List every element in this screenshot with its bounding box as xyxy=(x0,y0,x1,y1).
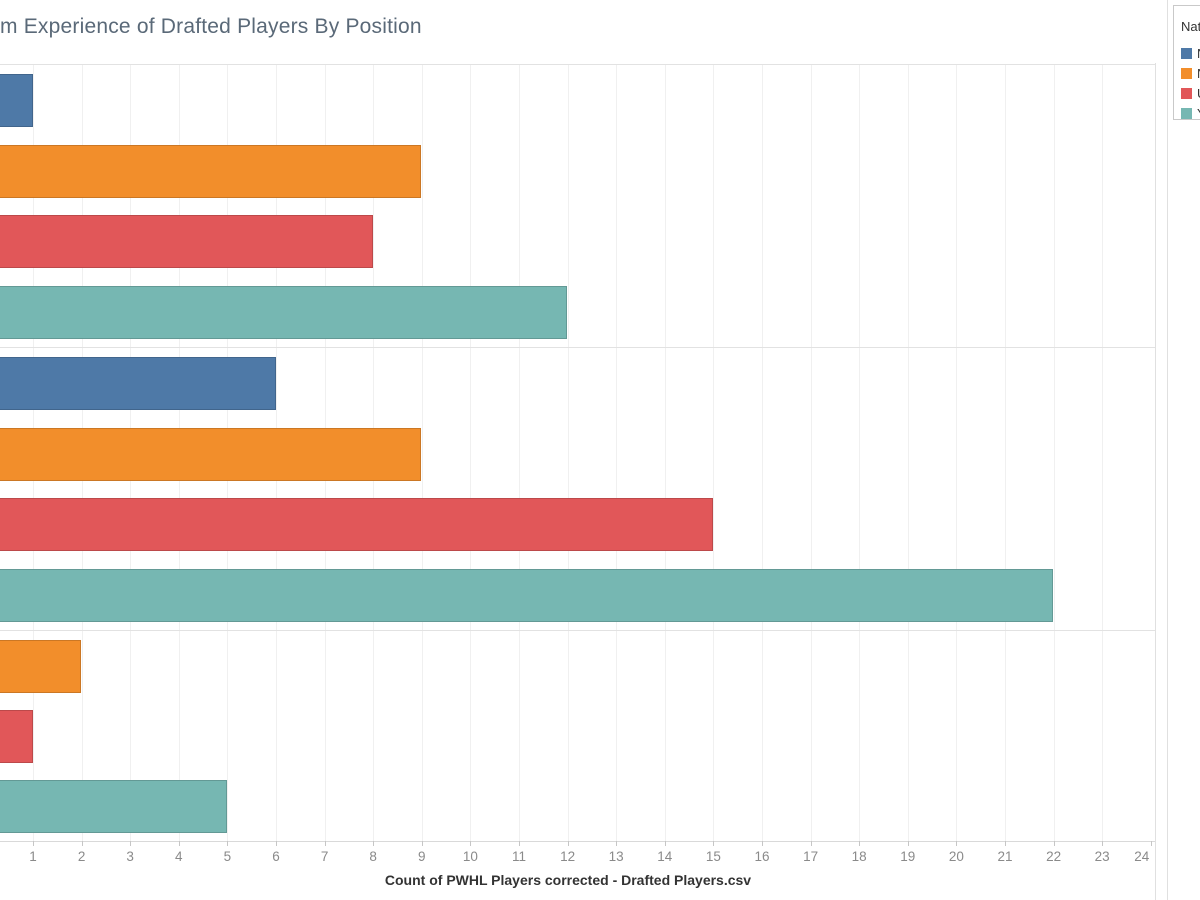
bar[interactable] xyxy=(0,145,421,198)
x-axis-tick xyxy=(422,841,423,846)
x-axis-tick xyxy=(130,841,131,846)
plot-right-border xyxy=(1155,63,1156,900)
x-axis-tick xyxy=(616,841,617,846)
chart-pane xyxy=(0,348,1155,631)
x-axis-tick-label: 4 xyxy=(175,849,183,864)
bar[interactable] xyxy=(0,428,421,481)
legend-panel-divider xyxy=(1167,0,1168,900)
x-axis-tick xyxy=(33,841,34,846)
legend-color-swatch-icon xyxy=(1181,68,1192,79)
bar[interactable] xyxy=(0,569,1053,622)
x-axis-tick xyxy=(1102,841,1103,846)
x-axis-title: Count of PWHL Players corrected - Drafte… xyxy=(385,872,751,888)
x-axis-tick xyxy=(519,841,520,846)
x-axis-tick-label: 5 xyxy=(224,849,232,864)
x-axis-tick-label: 23 xyxy=(1095,849,1110,864)
legend-item[interactable]: U xyxy=(1181,83,1200,103)
x-axis-tick xyxy=(1005,841,1006,846)
x-axis-tick xyxy=(713,841,714,846)
legend-item[interactable]: Y xyxy=(1181,103,1200,120)
x-axis-tick xyxy=(179,841,180,846)
legend-item-list: NNUY xyxy=(1181,43,1200,120)
x-axis-tick xyxy=(227,841,228,846)
x-axis-tick xyxy=(811,841,812,846)
x-axis-tick-label: 24 xyxy=(1134,849,1149,864)
legend-color-swatch-icon xyxy=(1181,108,1192,119)
x-axis-line xyxy=(0,841,1155,842)
x-axis-tick-label: 18 xyxy=(852,849,867,864)
tableau-worksheet: m Experience of Drafted Players By Posit… xyxy=(0,0,1200,900)
x-axis-tick-label: 8 xyxy=(369,849,377,864)
legend-color-swatch-icon xyxy=(1181,88,1192,99)
x-axis-tick-label: 6 xyxy=(272,849,280,864)
x-axis-tick xyxy=(908,841,909,846)
x-axis-tick xyxy=(82,841,83,846)
bar[interactable] xyxy=(0,710,33,763)
x-axis-tick xyxy=(373,841,374,846)
x-axis-tick xyxy=(956,841,957,846)
bar[interactable] xyxy=(0,780,227,833)
x-axis-tick-label: 20 xyxy=(949,849,964,864)
x-axis-tick-label: 1 xyxy=(29,849,37,864)
legend-title: Nat xyxy=(1181,19,1200,34)
x-axis-tick xyxy=(665,841,666,846)
x-axis-tick xyxy=(276,841,277,846)
chart-title: m Experience of Drafted Players By Posit… xyxy=(0,15,422,39)
bar[interactable] xyxy=(0,215,373,268)
x-axis-tick-label: 21 xyxy=(997,849,1012,864)
x-axis-tick xyxy=(568,841,569,846)
plot-area xyxy=(0,64,1155,841)
x-axis-tick xyxy=(325,841,326,846)
x-axis-tick xyxy=(1151,841,1152,846)
x-axis-tick-label: 13 xyxy=(609,849,624,864)
x-axis-tick-label: 22 xyxy=(1046,849,1061,864)
legend-item[interactable]: N xyxy=(1181,63,1200,83)
chart-pane xyxy=(0,65,1155,348)
bar[interactable] xyxy=(0,286,567,339)
bar[interactable] xyxy=(0,640,81,693)
x-axis-tick-label: 16 xyxy=(754,849,769,864)
x-axis-tick-label: 14 xyxy=(657,849,672,864)
legend-color-swatch-icon xyxy=(1181,48,1192,59)
bar[interactable] xyxy=(0,74,33,127)
x-axis-tick-label: 17 xyxy=(803,849,818,864)
x-axis-tick xyxy=(762,841,763,846)
x-axis-tick xyxy=(859,841,860,846)
x-axis-tick-label: 9 xyxy=(418,849,426,864)
x-axis-tick-label: 7 xyxy=(321,849,329,864)
x-axis-tick-label: 19 xyxy=(900,849,915,864)
x-axis-tick-label: 3 xyxy=(126,849,134,864)
x-axis-tick-label: 15 xyxy=(706,849,721,864)
legend: Nat NNUY xyxy=(1173,5,1200,120)
x-axis-tick-label: 12 xyxy=(560,849,575,864)
legend-item[interactable]: N xyxy=(1181,43,1200,63)
chart-pane xyxy=(0,631,1155,841)
bar[interactable] xyxy=(0,498,713,551)
x-axis-tick xyxy=(470,841,471,846)
bar[interactable] xyxy=(0,357,276,410)
x-axis-tick-label: 11 xyxy=(512,849,526,864)
x-axis-tick-label: 10 xyxy=(463,849,478,864)
x-axis-tick-label: 2 xyxy=(78,849,86,864)
x-axis-tick xyxy=(1054,841,1055,846)
